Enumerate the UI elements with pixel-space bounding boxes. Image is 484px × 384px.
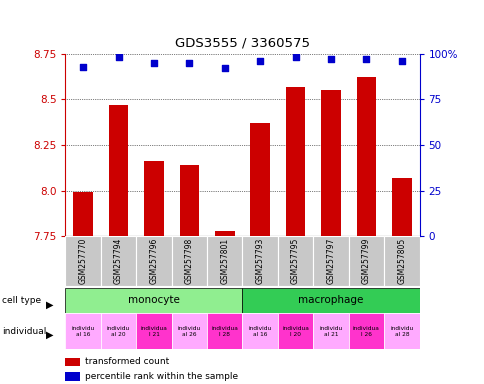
Bar [277, 236, 313, 286]
Text: individua
l 20: individua l 20 [282, 326, 308, 337]
Text: macrophage: macrophage [298, 295, 363, 306]
Bar [144, 161, 164, 236]
Text: GSM257793: GSM257793 [255, 238, 264, 284]
Bar [313, 236, 348, 286]
Bar [65, 236, 101, 286]
Text: GSM257795: GSM257795 [290, 238, 300, 284]
Text: GSM257799: GSM257799 [361, 238, 370, 284]
Text: individua
l 21: individua l 21 [140, 326, 167, 337]
Bar [285, 87, 305, 236]
Text: GSM257794: GSM257794 [114, 238, 123, 284]
Bar [171, 236, 207, 286]
Text: ▶: ▶ [46, 330, 53, 340]
Bar [348, 313, 383, 349]
Bar [65, 358, 79, 366]
Bar [65, 372, 79, 381]
Text: percentile rank within the sample: percentile rank within the sample [85, 372, 238, 381]
Text: individu
al 16: individu al 16 [72, 326, 94, 337]
Bar [356, 78, 376, 236]
Point [362, 56, 369, 62]
Point [220, 65, 228, 71]
Bar [250, 123, 270, 236]
Bar [65, 313, 101, 349]
Text: cell type: cell type [2, 296, 42, 305]
Bar [171, 313, 207, 349]
Bar [207, 313, 242, 349]
Text: individua
l 26: individua l 26 [352, 326, 379, 337]
Point [326, 56, 334, 62]
Text: individua
l 28: individua l 28 [211, 326, 238, 337]
Text: GSM257797: GSM257797 [326, 238, 335, 284]
Bar [101, 313, 136, 349]
Text: individu
al 16: individu al 16 [248, 326, 271, 337]
Point [397, 58, 405, 64]
Bar [391, 178, 411, 236]
Bar [277, 313, 313, 349]
Text: ▶: ▶ [46, 299, 53, 310]
Point [291, 55, 299, 61]
Point [150, 60, 157, 66]
Text: transformed count: transformed count [85, 358, 169, 366]
Text: GSM257770: GSM257770 [78, 238, 88, 284]
Bar [179, 165, 199, 236]
Bar [136, 236, 171, 286]
Text: GSM257805: GSM257805 [396, 238, 406, 284]
Point [79, 63, 87, 70]
Bar [214, 231, 234, 236]
Bar [65, 288, 242, 313]
Text: GSM257801: GSM257801 [220, 238, 229, 284]
Bar [242, 313, 277, 349]
Bar [136, 313, 171, 349]
Bar [383, 313, 419, 349]
Text: individu
al 28: individu al 28 [390, 326, 412, 337]
Bar [320, 90, 340, 236]
Bar [242, 236, 277, 286]
Bar [207, 236, 242, 286]
Title: GDS3555 / 3360575: GDS3555 / 3360575 [175, 37, 309, 50]
Text: individu
al 21: individu al 21 [319, 326, 342, 337]
Text: individu
al 20: individu al 20 [107, 326, 130, 337]
Text: GSM257796: GSM257796 [149, 238, 158, 284]
Point [256, 58, 263, 64]
Text: monocyte: monocyte [128, 295, 180, 306]
Bar [108, 105, 128, 236]
Bar [383, 236, 419, 286]
Text: individual: individual [2, 327, 46, 336]
Bar [101, 236, 136, 286]
Bar [242, 288, 419, 313]
Text: GSM257798: GSM257798 [184, 238, 194, 284]
Bar [73, 192, 93, 236]
Text: individu
al 26: individu al 26 [178, 326, 200, 337]
Bar [348, 236, 383, 286]
Point [114, 55, 122, 61]
Point [185, 60, 193, 66]
Bar [313, 313, 348, 349]
